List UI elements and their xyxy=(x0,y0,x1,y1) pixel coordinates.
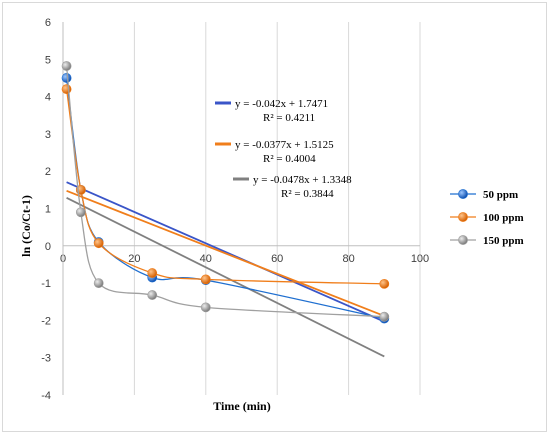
trendline-r2: R² = 0.4004 xyxy=(263,153,316,165)
trendline-equation: y = -0.0377x + 1.5125 xyxy=(235,139,334,151)
legend-label: 150 ppm xyxy=(483,235,524,247)
trendline-equation: y = -0.0478x + 1.3348 xyxy=(253,174,352,186)
y-tick-label: 6 xyxy=(45,17,51,29)
x-tick-label: 40 xyxy=(200,253,212,265)
data-point xyxy=(93,238,104,249)
x-tick-label: 80 xyxy=(342,253,354,265)
y-tick-label: -1 xyxy=(41,278,51,290)
data-point xyxy=(147,290,158,300)
series-curve xyxy=(65,89,385,285)
legend: 50 ppm 100 ppm 150 ppm xyxy=(450,189,524,247)
trendline-equations: y = -0.042x + 1.7471 R² = 0.4211 y = -0.03… xyxy=(215,98,352,200)
legend-marker xyxy=(458,235,468,245)
y-axis-title: ln (Co/Ct-1) xyxy=(19,195,33,257)
chart-frame xyxy=(2,2,547,432)
trendline xyxy=(66,181,385,323)
data-point xyxy=(200,302,211,313)
data-point xyxy=(379,278,390,289)
trendlines xyxy=(66,181,385,358)
data-point xyxy=(200,274,211,285)
y-tick-label: 0 xyxy=(45,241,51,253)
data-point xyxy=(93,278,104,288)
legend-marker xyxy=(458,212,468,222)
data-point xyxy=(147,268,158,278)
data-point xyxy=(75,207,86,218)
x-tick-label: 20 xyxy=(128,253,140,265)
x-tick-label: 100 xyxy=(411,253,429,265)
trendline xyxy=(66,196,385,358)
data-series xyxy=(61,61,390,324)
trendline-equation: y = -0.042x + 1.7471 xyxy=(235,98,328,110)
legend-label: 50 ppm xyxy=(483,189,518,201)
data-point xyxy=(61,73,72,83)
series-curve xyxy=(65,65,385,318)
grid-lines xyxy=(133,22,421,395)
y-tick-label: 5 xyxy=(45,54,51,66)
y-tick-label: 4 xyxy=(45,92,51,104)
trendline-r2: R² = 0.4211 xyxy=(263,112,315,124)
data-point xyxy=(379,311,390,322)
legend-marker xyxy=(458,189,468,199)
axes: 0204060801006543210-1-2-3-4 xyxy=(41,17,429,402)
y-tick-label: 2 xyxy=(45,166,51,178)
x-tick-label: 60 xyxy=(271,253,283,265)
trendline-r2: R² = 0.3844 xyxy=(281,188,334,200)
y-tick-label: -4 xyxy=(41,390,51,402)
data-point xyxy=(61,61,72,71)
y-tick-label: -3 xyxy=(41,353,51,365)
trendline xyxy=(66,189,385,317)
x-axis-title: Time (min) xyxy=(213,399,270,413)
y-tick-label: 1 xyxy=(45,204,51,216)
data-point xyxy=(61,84,72,95)
y-tick-label: 3 xyxy=(45,129,51,141)
y-tick-label: -2 xyxy=(41,315,51,327)
legend-label: 100 ppm xyxy=(483,212,524,224)
